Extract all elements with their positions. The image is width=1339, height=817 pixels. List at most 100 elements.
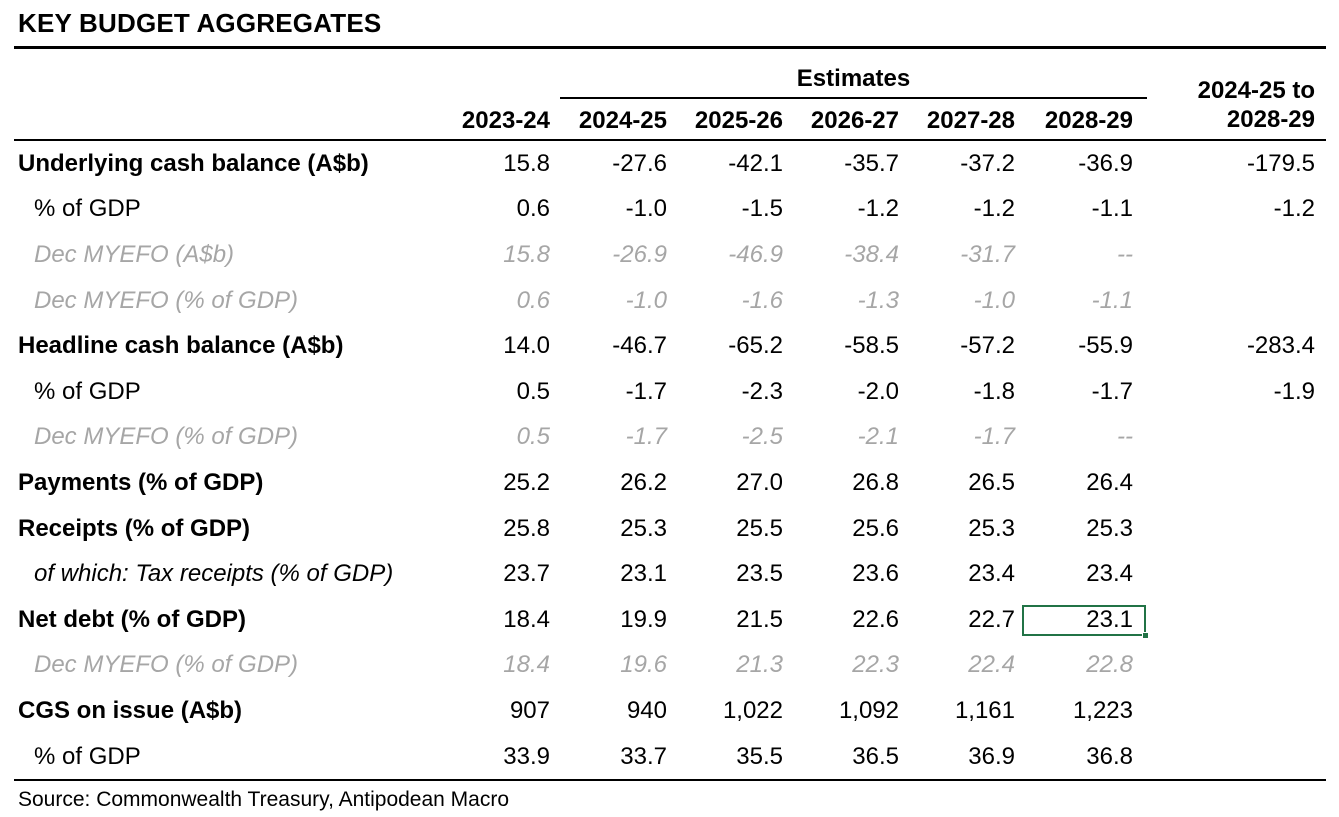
column-header-2024-25: 2024-25 bbox=[578, 107, 667, 134]
value-cell: -- bbox=[1117, 240, 1133, 268]
value-cell: -35.7 bbox=[844, 149, 899, 177]
total-column-header-line2: 2028-29 bbox=[1226, 106, 1315, 133]
value-cell: 0.5 bbox=[516, 423, 550, 451]
value-cell: -1.1 bbox=[1091, 195, 1133, 223]
value-cell: 18.4 bbox=[503, 605, 550, 633]
table-row: Dec MYEFO (% of GDP) 0.6 -1.0 -1.6 -1.3 -1.0 -… bbox=[0, 278, 1339, 324]
value-cell: 27.0 bbox=[736, 468, 783, 496]
value-cell: 33.9 bbox=[503, 742, 550, 770]
value-cell: -31.7 bbox=[960, 240, 1015, 268]
value-cell: 33.7 bbox=[620, 742, 667, 770]
value-cell: -1.1 bbox=[1091, 286, 1133, 314]
total-cell: -179.5 bbox=[1246, 149, 1315, 177]
value-cell: -42.1 bbox=[728, 149, 783, 177]
value-cell: -55.9 bbox=[1078, 332, 1133, 360]
value-cell: -57.2 bbox=[960, 332, 1015, 360]
table-row: Dec MYEFO (% of GDP) 0.5 -1.7 -2.5 -2.1 -1.7 -… bbox=[0, 415, 1339, 461]
value-cell: 19.6 bbox=[620, 651, 667, 679]
value-cell: -38.4 bbox=[844, 240, 899, 268]
value-cell: 907 bbox=[509, 696, 550, 724]
value-cell: 25.3 bbox=[620, 514, 667, 542]
value-cell: 0.6 bbox=[516, 286, 550, 314]
value-cell: -1.7 bbox=[625, 423, 667, 451]
value-cell: 18.4 bbox=[503, 651, 550, 679]
table-row: Net debt (% of GDP) 18.4 19.9 21.5 22.6 22.7 2… bbox=[0, 597, 1339, 643]
value-cell: -46.9 bbox=[728, 240, 783, 268]
table-row: Payments (% of GDP) 25.2 26.2 27.0 26.8 26.5 2… bbox=[0, 460, 1339, 506]
value-cell: -1.8 bbox=[973, 377, 1015, 405]
value-cell: -2.1 bbox=[857, 423, 899, 451]
value-cell: -1.6 bbox=[741, 286, 783, 314]
value-cell: 25.8 bbox=[503, 514, 550, 542]
value-cell: 1,022 bbox=[722, 696, 783, 724]
value-cell: -26.9 bbox=[612, 240, 667, 268]
value-cell: 1,161 bbox=[954, 696, 1015, 724]
value-cell: 25.6 bbox=[852, 514, 899, 542]
value-cell: 0.6 bbox=[516, 195, 550, 223]
column-header-2028-29: 2028-29 bbox=[1044, 107, 1133, 134]
table-row: % of GDP 0.6 -1.0 -1.5 -1.2 -1.2 -1.1 -1.2 bbox=[0, 187, 1339, 233]
total-cell: -1.9 bbox=[1273, 377, 1315, 405]
row-label: Dec MYEFO (% of GDP) bbox=[34, 286, 299, 314]
value-cell: -1.7 bbox=[625, 377, 667, 405]
table-header: Estimates 2024-25 to 2028-29 2023-24 202… bbox=[0, 49, 1339, 139]
value-cell: 23.5 bbox=[736, 560, 783, 588]
value-cell: 1,092 bbox=[838, 696, 899, 724]
value-cell: -1.0 bbox=[625, 286, 667, 314]
value-cell: 15.8 bbox=[503, 240, 550, 268]
value-cell: 15.8 bbox=[503, 149, 550, 177]
table-row: Underlying cash balance (A$b) 15.8 -27.6 -4… bbox=[0, 141, 1339, 187]
table-body: Underlying cash balance (A$b) 15.8 -27.6 -4… bbox=[0, 141, 1339, 779]
table-row: CGS on issue (A$b) 907 940 1,022 1,092 1,161 1… bbox=[0, 688, 1339, 734]
value-cell: -27.6 bbox=[612, 149, 667, 177]
table-row: Headline cash balance (A$b) 14.0 -46.7 -65.… bbox=[0, 323, 1339, 369]
value-cell: 26.4 bbox=[1086, 468, 1133, 496]
value-cell: 26.2 bbox=[620, 468, 667, 496]
table-row: Receipts (% of GDP) 25.8 25.3 25.5 25.6 25.3 2… bbox=[0, 506, 1339, 552]
value-cell: 1,223 bbox=[1072, 696, 1133, 724]
value-cell: -1.2 bbox=[857, 195, 899, 223]
row-label: Payments (% of GDP) bbox=[18, 468, 264, 496]
value-cell: 21.3 bbox=[736, 651, 783, 679]
value-cell: -2.0 bbox=[857, 377, 899, 405]
value-cell: 22.8 bbox=[1086, 651, 1133, 679]
value-cell: 23.1 bbox=[620, 560, 667, 588]
value-cell: 25.3 bbox=[1086, 514, 1133, 542]
selected-cell-border[interactable] bbox=[1022, 604, 1149, 639]
value-cell: 23.7 bbox=[503, 560, 550, 588]
row-label: CGS on issue (A$b) bbox=[18, 696, 243, 724]
value-cell: -36.9 bbox=[1078, 149, 1133, 177]
total-cell: -1.2 bbox=[1273, 195, 1315, 223]
row-label: % of GDP bbox=[34, 195, 141, 223]
footer-divider bbox=[14, 779, 1326, 782]
value-cell: -1.0 bbox=[625, 195, 667, 223]
value-cell: 19.9 bbox=[620, 605, 667, 633]
value-cell: -1.5 bbox=[741, 195, 783, 223]
row-label: Dec MYEFO (% of GDP) bbox=[34, 423, 299, 451]
value-cell: 36.5 bbox=[852, 742, 899, 770]
row-label: of which: Tax receipts (% of GDP) bbox=[34, 560, 394, 588]
value-cell: -1.7 bbox=[973, 423, 1015, 451]
value-cell: -2.3 bbox=[741, 377, 783, 405]
value-cell: 25.3 bbox=[968, 514, 1015, 542]
total-column-header-line1: 2024-25 to bbox=[1197, 77, 1315, 104]
source-note: Source: Commonwealth Treasury, Antipodea… bbox=[18, 788, 510, 812]
fill-handle[interactable] bbox=[1142, 631, 1149, 639]
value-cell: -1.0 bbox=[973, 286, 1015, 314]
column-header-2023-24: 2023-24 bbox=[461, 107, 550, 134]
value-cell: -37.2 bbox=[960, 149, 1015, 177]
row-label: Headline cash balance (A$b) bbox=[18, 332, 344, 360]
value-cell: 36.8 bbox=[1086, 742, 1133, 770]
value-cell: -65.2 bbox=[728, 332, 783, 360]
column-header-2027-28: 2027-28 bbox=[926, 107, 1015, 134]
column-header-2025-26: 2025-26 bbox=[694, 107, 783, 134]
total-cell: -283.4 bbox=[1246, 332, 1315, 360]
value-cell: 21.5 bbox=[736, 605, 783, 633]
value-cell: -2.5 bbox=[741, 423, 783, 451]
value-cell: 36.9 bbox=[968, 742, 1015, 770]
value-cell: 22.6 bbox=[852, 605, 899, 633]
value-cell: 22.7 bbox=[968, 605, 1015, 633]
table-row: Dec MYEFO (A$b) 15.8 -26.9 -46.9 -38.4 -31.7 -… bbox=[0, 232, 1339, 278]
row-label: Dec MYEFO (A$b) bbox=[34, 240, 235, 268]
value-cell: 22.3 bbox=[852, 651, 899, 679]
